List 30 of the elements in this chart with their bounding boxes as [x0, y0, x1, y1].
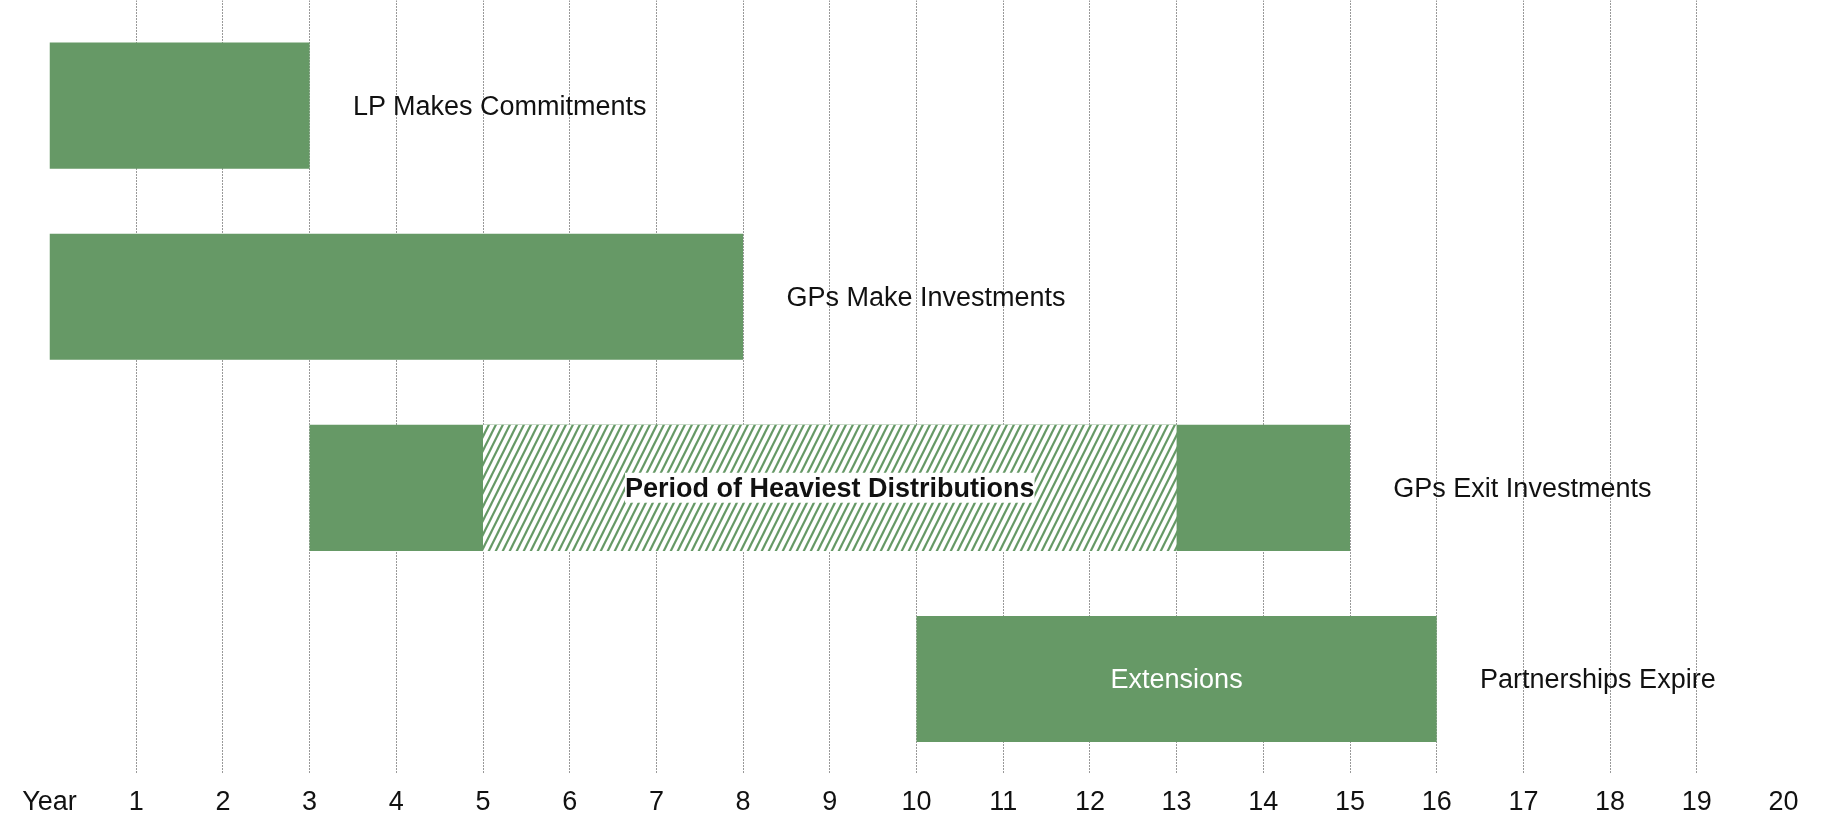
bar — [49, 42, 310, 169]
x-tick-label: 5 — [475, 785, 491, 816]
x-tick-label: 2 — [215, 785, 231, 816]
y-tick-label: LP Makes Commitments — [352, 90, 647, 121]
x-tick-label: 11 — [989, 785, 1018, 816]
band-label: Period of Heaviest Distributions — [625, 472, 1035, 503]
bar — [916, 615, 1437, 743]
x-tick-label: 3 — [302, 785, 318, 816]
x-tick-label: 10 — [901, 785, 932, 816]
y-tick-label: GPs Make Investments — [786, 281, 1066, 312]
x-tick-label: 17 — [1508, 785, 1539, 816]
y-tick-label: GPs Exit Investments — [1393, 472, 1652, 503]
x-tick-label: 18 — [1595, 785, 1626, 816]
x-tick-label: 9 — [822, 785, 838, 816]
x-tick-label: 7 — [648, 785, 664, 816]
y-tick-label: Partnerships Expire — [1480, 663, 1716, 694]
x-tick-label: 20 — [1768, 785, 1799, 816]
x-tick-label: 19 — [1681, 785, 1712, 816]
x-tick-label: 16 — [1421, 785, 1452, 816]
x-tick-label: 14 — [1248, 785, 1279, 816]
x-tick-label: 13 — [1161, 785, 1192, 816]
x-tick-label: 8 — [735, 785, 751, 816]
x-tick-label: 4 — [388, 785, 404, 816]
x-tick-label: 1 — [128, 785, 144, 816]
x-tick-label: 12 — [1074, 785, 1105, 816]
x-tick-label: 15 — [1334, 785, 1366, 816]
bar — [49, 233, 744, 360]
x-tick-label: 6 — [562, 785, 578, 816]
x-tick-label: Year — [22, 785, 77, 816]
annotation: Extensions — [1110, 663, 1243, 694]
